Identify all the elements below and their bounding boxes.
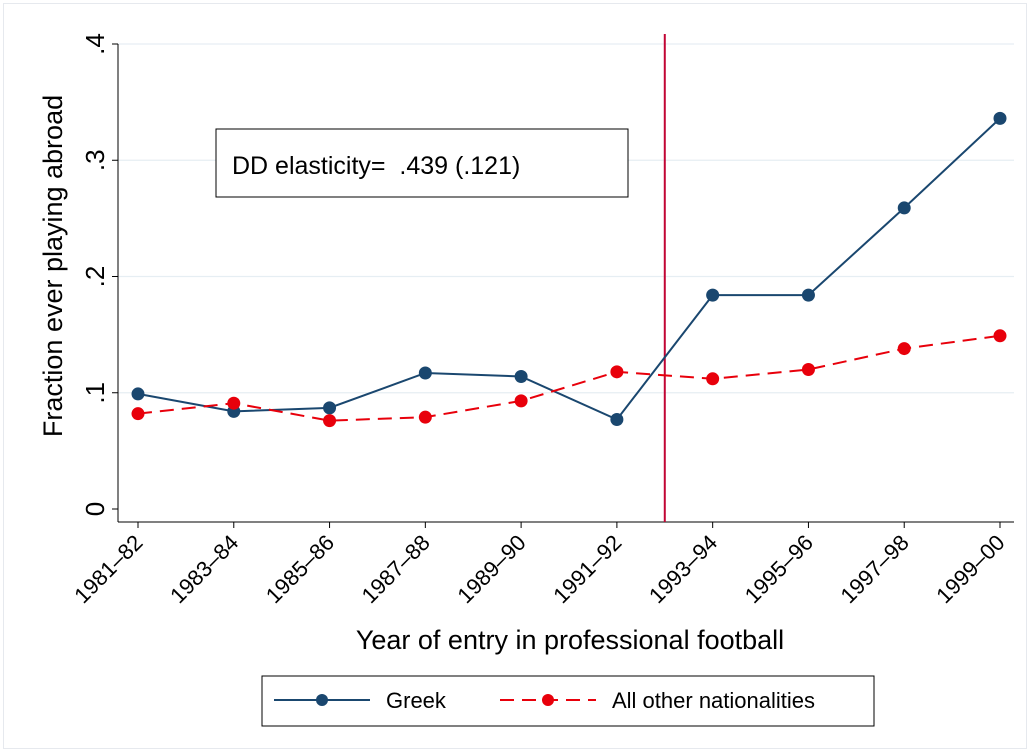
gridlines (118, 43, 1014, 394)
series-1-point (897, 342, 911, 356)
legend: Greek All other nationalities (261, 675, 875, 727)
series-1-point (993, 329, 1007, 343)
axes (117, 44, 1014, 523)
series-0-point (610, 412, 624, 426)
legend-label-others: All other nationalities (612, 688, 815, 713)
y-tick-label: .3 (80, 149, 110, 171)
series-0-point (993, 111, 1007, 125)
y-tick-label: .1 (80, 382, 110, 404)
series-1-point (323, 414, 337, 428)
x-tick-label: 1999–00 (931, 530, 1009, 608)
series-0-point (418, 366, 432, 380)
x-tick-label: 1987–88 (357, 530, 435, 608)
chart-frame: 0.1.2.3.4 1981–82 1983–84 1985–86 1987–88 19… (3, 3, 1027, 749)
series-0-point (801, 288, 815, 302)
dd-elasticity-text: DD elasticity= .439 (.121) (232, 152, 520, 180)
legend-label-greek: Greek (386, 688, 447, 713)
series-line-1 (137, 334, 1001, 422)
x-tick-label: 1983–84 (165, 530, 243, 608)
x-tick-label: 1997–98 (836, 530, 914, 608)
series-layer (131, 111, 1007, 428)
annotation-box: DD elasticity= .439 (.121) (215, 128, 629, 198)
y-ticks: 0 .1 .2 .3 .4 (80, 33, 118, 516)
series-line-0 (137, 117, 1001, 421)
series-0-point (897, 201, 911, 215)
series-1-point (801, 363, 815, 376)
y-axis-title: Fraction ever playing abroad (38, 95, 68, 437)
x-tick-label: 1985–86 (261, 530, 339, 608)
series-0-point (706, 288, 720, 302)
series-1-point (610, 365, 624, 379)
line-chart: 0.1.2.3.4 1981–82 1983–84 1985–86 1987–88 19… (38, 33, 1014, 727)
series-1-point (227, 396, 241, 410)
series-0-point (131, 387, 145, 401)
x-tick-label: 1991–92 (548, 530, 626, 608)
series-0-point (514, 369, 528, 383)
y-tick-label: .4 (80, 33, 110, 55)
y-tick-label: 0 (80, 502, 110, 516)
x-tick-label: 1981–82 (69, 530, 147, 608)
series-1-point (706, 372, 720, 386)
series-0-point (323, 401, 337, 415)
legend-marker-others (542, 694, 554, 706)
series-1-point (514, 394, 528, 408)
x-tick-label: 1993–94 (644, 530, 722, 608)
series-1-point (131, 407, 145, 421)
legend-marker-greek (316, 694, 328, 706)
x-axis-title: Year of entry in professional football (356, 625, 784, 655)
y-tick-label: .2 (80, 266, 110, 288)
x-tick-label: 1989–90 (452, 530, 530, 608)
series-1-point (418, 410, 432, 424)
x-tick-label: 1995–96 (740, 530, 818, 608)
x-ticks: 1981–82 1983–84 1985–86 1987–88 1989–90 1991–… (69, 522, 1010, 608)
